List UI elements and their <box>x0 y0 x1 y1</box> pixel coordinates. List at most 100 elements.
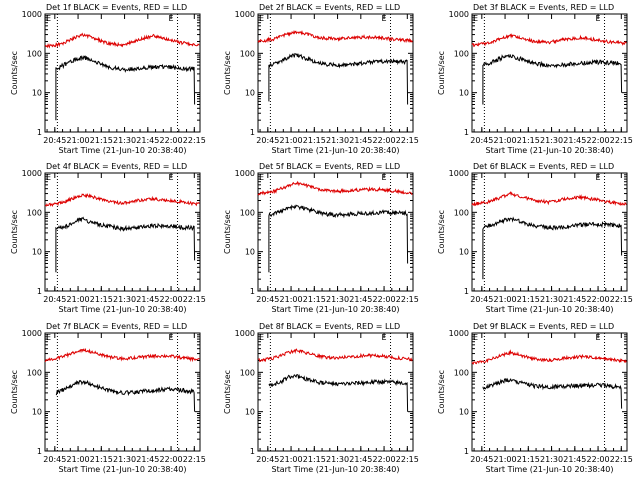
y-tick-label: 100 <box>240 208 255 217</box>
x-axis-label: Start Time (21-Jun-10 20:38:40) <box>486 146 614 155</box>
events-series-line <box>482 216 623 280</box>
y-tick-label: 100 <box>27 208 42 217</box>
marker-label: E <box>382 333 387 342</box>
x-axis-label: Start Time (21-Jun-10 20:38:40) <box>272 305 400 314</box>
plot-frame <box>44 332 201 452</box>
events-series-line <box>268 373 409 412</box>
x-axis-label: Start Time (21-Jun-10 20:38:40) <box>272 146 400 155</box>
y-tick-label: 1000 <box>449 329 469 338</box>
x-tick-label: 21:45 <box>563 136 586 145</box>
x-tick-label: 22:00 <box>160 136 183 145</box>
x-axis-label: Start Time (21-Jun-10 20:38:40) <box>59 146 187 155</box>
marker-label: E <box>169 173 174 182</box>
x-tick-label: 21:00 <box>280 455 303 464</box>
x-tick-label: 21:30 <box>113 455 136 464</box>
y-tick-label: 10 <box>32 248 42 257</box>
plot-frame <box>471 13 628 133</box>
events-series-line <box>268 204 409 273</box>
x-tick-label: 22:15 <box>183 295 206 304</box>
x-tick-label: 21:45 <box>563 455 586 464</box>
y-tick-label: 1 <box>250 447 255 456</box>
lld-series-line <box>257 348 413 363</box>
chart-title: Det 2f BLACK = Events, RED = LLD <box>259 3 400 12</box>
events-series-line <box>482 377 623 409</box>
marker-label: E <box>473 14 478 23</box>
y-tick-label: 1000 <box>235 169 255 178</box>
y-tick-label: 1000 <box>449 10 469 19</box>
y-tick-label: 1000 <box>235 10 255 19</box>
y-tick-label: 100 <box>454 368 469 377</box>
x-tick-label: 21:15 <box>517 455 540 464</box>
marker-label: E <box>46 14 51 23</box>
x-tick-label: 21:00 <box>494 136 517 145</box>
x-tick-label: 22:00 <box>160 455 183 464</box>
x-tick-label: 20:45 <box>43 455 66 464</box>
x-tick-label: 21:30 <box>113 136 136 145</box>
y-tick-label: 1000 <box>22 329 42 338</box>
y-tick-label: 10 <box>32 408 42 417</box>
marker-label: E <box>259 333 264 342</box>
chart-panel-4: Det 4f BLACK = Events, RED = LLD 1 10 100 10… <box>10 162 206 314</box>
chart-title: Det 3f BLACK = Events, RED = LLD <box>473 3 614 12</box>
x-tick-label: 20:45 <box>470 295 493 304</box>
chart-panel-2: Det 2f BLACK = Events, RED = LLD 1 10 100 10… <box>223 3 419 155</box>
y-axis-label: Counts/sec <box>437 210 446 254</box>
marker-label: E <box>473 173 478 182</box>
events-series-line <box>268 52 409 105</box>
x-axis-label: Start Time (21-Jun-10 20:38:40) <box>59 305 187 314</box>
lld-series-line <box>471 33 627 48</box>
chart-panel-7: Det 7f BLACK = Events, RED = LLD 1 10 100 10… <box>10 322 206 474</box>
x-tick-label: 22:00 <box>373 455 396 464</box>
events-series-line <box>55 216 196 273</box>
x-tick-label: 21:15 <box>303 136 326 145</box>
lld-series-line <box>257 180 413 196</box>
lld-series-line <box>44 348 200 363</box>
x-tick-label: 20:45 <box>470 455 493 464</box>
chart-title: Det 1f BLACK = Events, RED = LLD <box>46 3 187 12</box>
x-tick-label: 22:15 <box>183 136 206 145</box>
x-tick-label: 21:00 <box>67 455 90 464</box>
y-axis-label: Counts/sec <box>437 370 446 414</box>
x-tick-label: 21:15 <box>90 455 113 464</box>
x-tick-label: 22:15 <box>396 295 419 304</box>
x-tick-label: 22:15 <box>610 136 633 145</box>
y-tick-label: 1 <box>464 287 469 296</box>
y-tick-label: 100 <box>27 368 42 377</box>
x-tick-label: 21:00 <box>280 136 303 145</box>
x-axis-label: Start Time (21-Jun-10 20:38:40) <box>486 465 614 474</box>
x-tick-label: 21:30 <box>540 295 563 304</box>
plot-frame <box>257 13 414 133</box>
y-tick-label: 100 <box>27 49 42 58</box>
y-tick-label: 10 <box>245 248 255 257</box>
x-tick-label: 22:00 <box>587 136 610 145</box>
marker-label: E <box>259 173 264 182</box>
x-tick-label: 21:00 <box>494 455 517 464</box>
x-tick-label: 22:00 <box>160 295 183 304</box>
chart-title: Det 7f BLACK = Events, RED = LLD <box>46 322 187 331</box>
plot-frame <box>471 332 628 452</box>
marker-label: E <box>596 333 601 342</box>
y-tick-label: 1 <box>250 287 255 296</box>
x-tick-label: 20:45 <box>256 136 279 145</box>
x-axis-label: Start Time (21-Jun-10 20:38:40) <box>486 305 614 314</box>
x-tick-label: 21:00 <box>494 295 517 304</box>
marker-label: E <box>46 173 51 182</box>
x-tick-label: 22:15 <box>610 295 633 304</box>
x-tick-label: 22:00 <box>373 295 396 304</box>
marker-label: E <box>596 14 601 23</box>
x-tick-label: 21:00 <box>67 136 90 145</box>
plot-frame <box>44 172 201 292</box>
chart-title: Det 5f BLACK = Events, RED = LLD <box>259 162 400 171</box>
x-tick-label: 20:45 <box>470 136 493 145</box>
y-tick-label: 10 <box>245 408 255 417</box>
y-tick-label: 100 <box>240 49 255 58</box>
lld-series-line <box>44 192 200 207</box>
y-axis-label: Counts/sec <box>10 210 19 254</box>
chart-title: Det 8f BLACK = Events, RED = LLD <box>259 322 400 331</box>
y-tick-label: 1 <box>37 447 42 456</box>
lld-series-line <box>471 191 627 207</box>
x-tick-label: 21:15 <box>303 455 326 464</box>
x-tick-label: 21:45 <box>349 455 372 464</box>
x-tick-label: 21:15 <box>303 295 326 304</box>
